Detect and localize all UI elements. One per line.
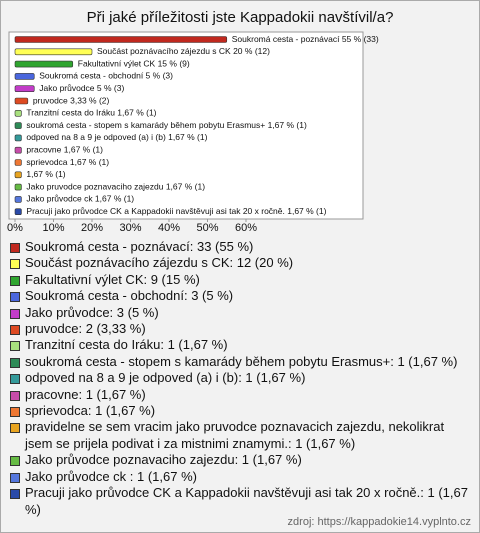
- legend-swatch: [10, 357, 20, 368]
- bar-label: Pracuji jako průvodce CK a Kappadokii na…: [26, 206, 326, 216]
- legend-swatch: [10, 489, 20, 500]
- legend-swatch: [10, 423, 20, 434]
- bar: [14, 110, 22, 117]
- x-tick-label: 20%: [81, 222, 103, 234]
- legend-item: Fakultativní výlet CK: 9 (15 %): [9, 272, 471, 288]
- bar-label: Fakultativní výlet CK 15 % (9): [78, 58, 190, 68]
- chart: 0% 10% 20% 30% 40% 50% 60% Soukromá cesta - poz…: [7, 31, 379, 234]
- bar-label: odpoved na 8 a 9 je odpoved (a) i (b) 1,…: [26, 132, 207, 142]
- legend-item: pravidelne se sem vracim jako pruvodce p…: [9, 419, 471, 452]
- legend-item: Soukromá cesta - obchodní: 3 (5 %): [9, 288, 471, 304]
- legend-item: Jako průvodce: 3 (5 %): [9, 305, 471, 321]
- legend-item: Soukromá cesta - poznávací: 33 (55 %): [9, 239, 471, 255]
- bar-label: Jako průvodce ck 1,67 % (1): [26, 194, 134, 204]
- bar: [14, 85, 35, 92]
- legend-swatch: [10, 243, 20, 253]
- legend-item: Součást poznávacího zájezdu s CK: 12 (20…: [9, 255, 471, 271]
- legend-label: Jako průvodce: 3 (5 %): [25, 304, 159, 320]
- legend-item: Pracuji jako průvodce CK a Kappadokii na…: [9, 485, 471, 518]
- bar: [14, 208, 22, 215]
- source: zdroj: https://kappadokie14.vyplnto.cz: [287, 516, 471, 528]
- bar: [14, 159, 22, 166]
- bar: [14, 146, 22, 154]
- bar-label: pruvodce 3,33 % (2): [33, 95, 110, 105]
- x-tick-label: 60%: [235, 222, 257, 234]
- legend-label: Tranzitní cesta do Iráku: 1 (1,67 %): [25, 337, 228, 353]
- legend-label: pravidelne se sem vracim jako pruvodce p…: [25, 419, 445, 451]
- bar: [14, 171, 22, 179]
- legend-label: Soukromá cesta - poznávací: 33 (55 %): [25, 239, 254, 254]
- legend-label: soukromá cesta - stopem s kamarády během…: [25, 353, 458, 369]
- legend-label: Soukromá cesta - obchodní: 3 (5 %): [25, 288, 234, 304]
- legend-swatch: [10, 472, 20, 483]
- chart-title: Při jaké příležitosti jste Kappadokii na…: [86, 9, 394, 26]
- legend: Soukromá cesta - poznávací: 33 (55 %) Sou…: [9, 239, 471, 518]
- bar-label: Jako pruvodce poznavaciho zajezdu 1,67 %…: [26, 181, 205, 191]
- bar-label: Soukromá cesta - obchodní 5 % (3): [39, 71, 173, 81]
- bar: [14, 36, 228, 43]
- legend-swatch: [10, 456, 20, 467]
- bar-label: pracovne 1,67 % (1): [26, 144, 103, 154]
- bar: [14, 60, 74, 68]
- legend-swatch: [10, 341, 20, 352]
- bar-label: 1,67 % (1): [26, 169, 65, 179]
- legend-label: Pracuji jako průvodce CK a Kappadokii na…: [25, 485, 468, 517]
- bar: [14, 97, 29, 105]
- bar: [14, 134, 22, 142]
- legend-label: Jako průvodce poznavaciho zajezdu: 1 (1,…: [25, 452, 302, 468]
- legend-item: odpoved na 8 a 9 je odpoved (a) i (b): 1…: [9, 370, 471, 386]
- legend-swatch: [10, 390, 20, 401]
- legend-item: pruvodce: 2 (3,33 %): [9, 321, 471, 337]
- legend-item: pracovne: 1 (1,67 %): [9, 387, 471, 403]
- legend-item: sprievodca: 1 (1,67 %): [9, 403, 471, 419]
- legend-label: pruvodce: 2 (3,33 %): [25, 321, 146, 337]
- x-tick-label: 40%: [158, 222, 180, 234]
- legend-label: pracovne: 1 (1,67 %): [25, 386, 146, 402]
- bar: [14, 183, 22, 191]
- legend-item: soukromá cesta - stopem s kamarády během…: [9, 354, 471, 370]
- bar-label: soukromá cesta - stopem s kamarády během…: [26, 120, 307, 130]
- bar: [14, 48, 93, 56]
- legend-swatch: [10, 292, 20, 303]
- legend-swatch: [10, 374, 20, 385]
- bar-label: Soukromá cesta - poznávací 55 % (33): [232, 34, 379, 44]
- x-tick-label: 0%: [7, 222, 23, 234]
- legend-label: Fakultativní výlet CK: 9 (15 %): [25, 271, 200, 287]
- legend-swatch: [10, 325, 20, 336]
- legend-label: odpoved na 8 a 9 je odpoved (a) i (b): 1…: [25, 370, 306, 386]
- legend-label: Jako průvodce ck : 1 (1,67 %): [25, 468, 197, 484]
- x-tick-label: 30%: [119, 222, 141, 234]
- bar-label: Tranzitní cesta do Iráku 1,67 % (1): [26, 108, 156, 118]
- legend-label: sprievodca: 1 (1,67 %): [25, 403, 156, 419]
- legend-label: Součást poznávacího zájezdu s CK: 12 (20…: [25, 255, 294, 271]
- x-tick-label: 10%: [42, 222, 64, 234]
- bar-label: Jako průvodce 5 % (3): [39, 83, 124, 93]
- legend-item: Jako průvodce ck : 1 (1,67 %): [9, 469, 471, 485]
- x-tick-label: 50%: [196, 222, 218, 234]
- legend-swatch: [10, 308, 20, 319]
- bar: [14, 73, 35, 80]
- legend-swatch: [10, 407, 20, 418]
- legend-item: Tranzitní cesta do Iráku: 1 (1,67 %): [9, 337, 471, 353]
- legend-swatch: [10, 275, 20, 286]
- bar-label: Součást poznávacího zájezdu s CK 20 % (1…: [97, 46, 270, 56]
- bar-label: sprievodca 1,67 % (1): [26, 157, 109, 167]
- bar: [14, 196, 22, 203]
- legend-item: Jako průvodce poznavaciho zajezdu: 1 (1,…: [9, 452, 471, 468]
- bar: [14, 122, 22, 129]
- legend-swatch: [10, 259, 20, 270]
